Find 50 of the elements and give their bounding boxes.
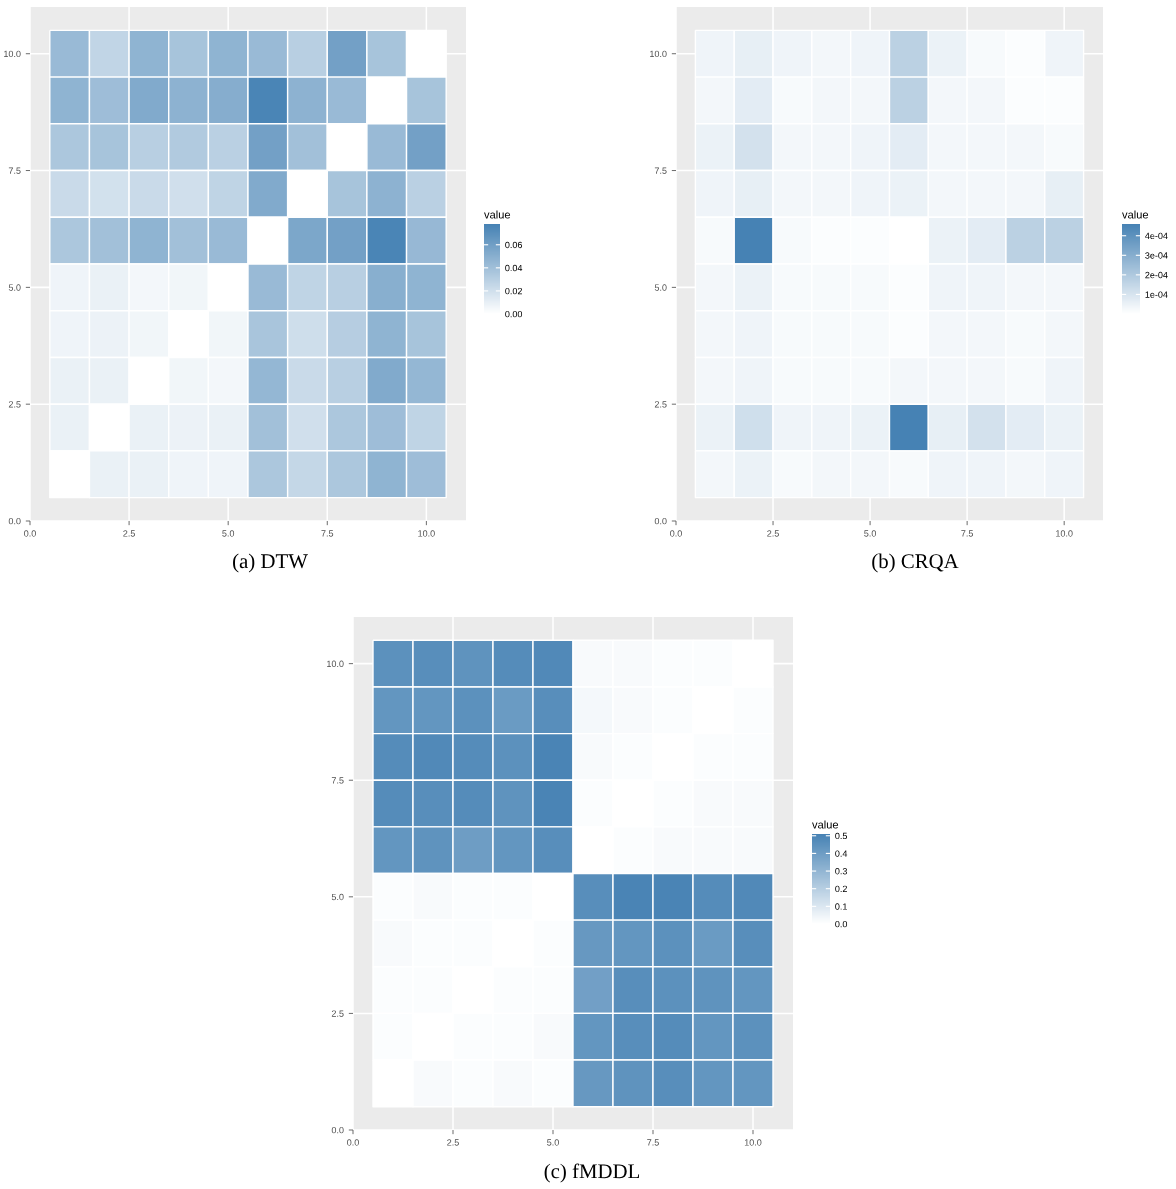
y-tick-label: 7.5 — [654, 167, 667, 174]
x-tick-label: 5.0 — [864, 530, 877, 537]
x-tick-label: 5.0 — [547, 1139, 559, 1146]
y-tick-label: 5.0 — [654, 284, 667, 291]
text: (b) CRQA — [872, 553, 959, 573]
y-tick-label: 2.5 — [331, 1010, 344, 1017]
color-bar-label: 3e-04 — [1145, 252, 1168, 259]
y-tick-label: 0.0 — [654, 517, 667, 525]
color-bar-label: 0.4 — [835, 850, 848, 857]
y-tick-label: 10.0 — [650, 50, 667, 58]
color-bar-title: value — [1122, 210, 1149, 219]
color-bar-label: 0.02 — [505, 287, 522, 295]
x-tick-label: 2.5 — [123, 530, 135, 537]
color-bar-label: 0.04 — [505, 264, 523, 272]
color-bar-label: 1e-04 — [1145, 291, 1168, 298]
x-tick-label: 10.0 — [744, 1139, 762, 1146]
color-bar-label: 0.3 — [835, 868, 848, 875]
x-tick-label: 0.0 — [347, 1139, 359, 1146]
color-bar-label: 0.5 — [835, 832, 848, 840]
x-tick-label: 7.5 — [647, 1139, 659, 1146]
y-tick-label: 5.0 — [8, 284, 21, 291]
x-tick-label: 2.5 — [447, 1139, 459, 1146]
y-tick-label: 10.0 — [4, 50, 21, 58]
color-bar-label: 0.0 — [835, 920, 848, 928]
y-tick-label: 0.0 — [331, 1126, 344, 1134]
x-tick-label: 10.0 — [1056, 530, 1073, 537]
text: (c) fMDDL — [544, 1163, 640, 1183]
color-bar-label: 2e-04 — [1145, 271, 1168, 279]
x-tick-label: 7.5 — [961, 530, 974, 537]
x-tick-label: 0.0 — [24, 530, 36, 537]
y-tick-label: 2.5 — [654, 401, 667, 408]
color-bar-label: 0.06 — [505, 241, 523, 249]
x-tick-label: 5.0 — [222, 530, 235, 537]
color-bar-label: 0.2 — [835, 885, 847, 893]
x-tick-label: 7.5 — [321, 530, 334, 537]
y-tick-label: 0.0 — [8, 517, 21, 525]
color-bar-label: 0.1 — [835, 903, 847, 910]
x-tick-label: 10.0 — [418, 530, 435, 537]
x-tick-label: 0.0 — [670, 530, 682, 537]
color-bar-label: 4e-04 — [1145, 232, 1168, 240]
x-tick-label: 2.5 — [767, 530, 779, 537]
color-bar-label: 0.00 — [505, 310, 523, 318]
y-tick-label: 10.0 — [327, 660, 344, 667]
text: (a) DTW — [233, 553, 308, 573]
y-tick-label: 7.5 — [8, 167, 21, 174]
color-bar-title: value — [484, 210, 511, 219]
y-tick-label: 7.5 — [331, 777, 344, 784]
y-tick-label: 5.0 — [331, 893, 344, 901]
color-bar-title: value — [812, 820, 839, 829]
y-tick-label: 2.5 — [8, 401, 21, 408]
